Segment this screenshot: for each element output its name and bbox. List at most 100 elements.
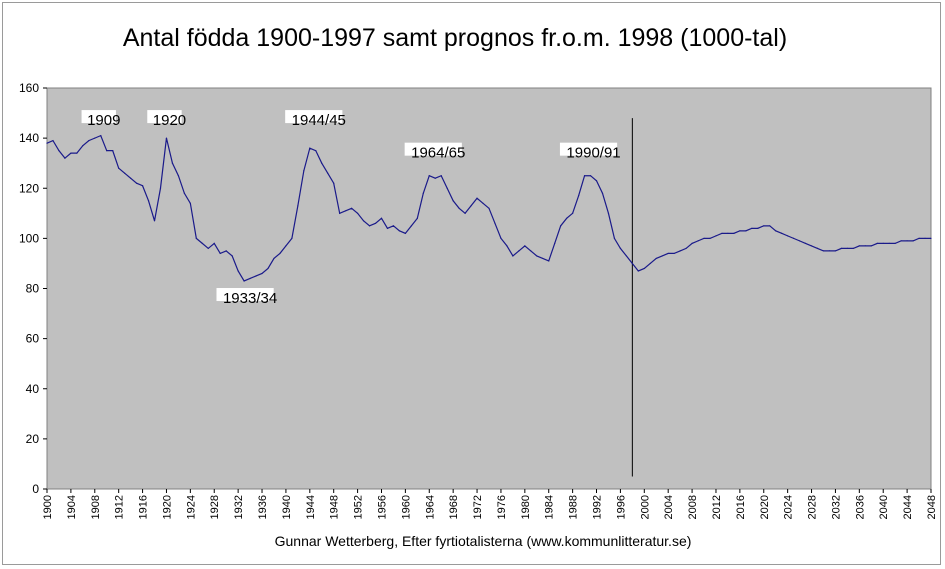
- x-tick-label: 1912: [114, 495, 126, 519]
- data-point: [434, 177, 436, 179]
- y-tick-label: 80: [26, 282, 40, 296]
- x-tick-label: 1932: [233, 495, 245, 519]
- data-point: [327, 172, 329, 174]
- data-point: [906, 240, 908, 242]
- data-point: [685, 247, 687, 249]
- x-tick-label: 1944: [305, 495, 317, 519]
- x-tick-label: 2028: [807, 495, 819, 519]
- data-point: [476, 197, 478, 199]
- data-point: [321, 162, 323, 164]
- data-point: [130, 177, 132, 179]
- data-point: [566, 217, 568, 219]
- x-tick-label: 2048: [926, 495, 938, 519]
- x-tick-label: 1928: [209, 495, 221, 519]
- data-point: [822, 250, 825, 252]
- data-point: [345, 210, 347, 212]
- y-tick-label: 140: [19, 131, 39, 145]
- annotation-background: [216, 288, 274, 302]
- x-tick-label: 2044: [902, 495, 914, 519]
- x-tick-label: 1916: [138, 495, 150, 519]
- data-point: [404, 232, 406, 234]
- annotation-label: 1909: [87, 112, 120, 129]
- data-point: [201, 242, 203, 244]
- data-point: [88, 140, 90, 142]
- data-point: [721, 232, 723, 234]
- data-point: [512, 255, 514, 257]
- data-point: [625, 255, 627, 257]
- data-point: [715, 235, 717, 237]
- annotation-background: [81, 110, 116, 124]
- annotation-label: 1920: [153, 112, 186, 129]
- data-point: [840, 247, 843, 249]
- data-point: [458, 207, 460, 209]
- x-tick-label: 1984: [544, 495, 556, 519]
- data-point: [888, 242, 890, 244]
- data-point: [775, 230, 777, 232]
- data-point: [583, 175, 586, 177]
- data-point: [446, 187, 448, 189]
- data-point: [309, 147, 311, 149]
- data-point: [882, 242, 884, 244]
- x-tick-label: 1900: [42, 495, 54, 519]
- data-point: [189, 202, 191, 204]
- data-point: [488, 207, 490, 209]
- data-point: [52, 140, 54, 142]
- data-point: [643, 267, 645, 270]
- data-point: [58, 150, 60, 152]
- data-point: [530, 250, 532, 252]
- data-point: [572, 212, 574, 214]
- data-point: [739, 230, 741, 232]
- y-tick-label: 40: [26, 382, 40, 396]
- annotation-background: [559, 142, 618, 156]
- data-point: [82, 145, 84, 147]
- data-point: [219, 252, 221, 255]
- data-point: [380, 217, 383, 219]
- data-point: [333, 182, 335, 184]
- y-tick-label: 60: [26, 332, 40, 346]
- data-point: [440, 175, 442, 177]
- x-tick-label: 2004: [663, 495, 675, 519]
- annotation-label: 1990/91: [566, 145, 620, 162]
- data-point: [255, 275, 257, 277]
- x-tick-label: 1968: [448, 495, 460, 519]
- x-tick-label: 1936: [257, 495, 269, 519]
- data-point: [70, 152, 72, 154]
- x-tick-label: 1988: [568, 495, 580, 519]
- data-point: [339, 212, 341, 214]
- x-tick-label: 2012: [711, 495, 723, 519]
- annotation-label: 1944/45: [292, 112, 346, 129]
- data-point: [607, 212, 610, 214]
- x-tick-label: 1948: [329, 495, 341, 519]
- data-point: [793, 237, 795, 239]
- x-tick-label: 2016: [735, 495, 747, 519]
- annotation-background: [404, 142, 462, 156]
- data-point: [470, 205, 472, 207]
- data-point: [243, 280, 245, 282]
- data-point: [422, 192, 424, 194]
- data-point: [673, 252, 675, 255]
- x-tick-label: 2024: [783, 495, 795, 519]
- data-point: [428, 175, 430, 177]
- x-tick-label: 1972: [472, 495, 484, 519]
- data-point: [506, 245, 508, 247]
- data-point: [225, 250, 227, 252]
- data-point: [757, 227, 759, 229]
- y-tick-label: 120: [19, 181, 39, 195]
- plot-area: [46, 87, 932, 490]
- data-point: [733, 232, 735, 234]
- data-point: [124, 172, 126, 174]
- data-point: [924, 237, 926, 239]
- data-point: [798, 240, 801, 242]
- data-point: [183, 192, 185, 194]
- x-tick-label: 1964: [424, 495, 436, 519]
- data-point: [894, 242, 896, 244]
- chart-title: Antal födda 1900-1997 samt prognos fr.o.…: [123, 24, 787, 52]
- y-tick-label: 160: [19, 81, 39, 95]
- x-tick-label: 1952: [353, 495, 365, 519]
- data-point: [536, 255, 538, 257]
- data-point: [285, 245, 287, 247]
- annotation-label: 1933/34: [223, 290, 277, 307]
- x-tick-label: 1996: [615, 495, 627, 519]
- data-point: [781, 232, 783, 234]
